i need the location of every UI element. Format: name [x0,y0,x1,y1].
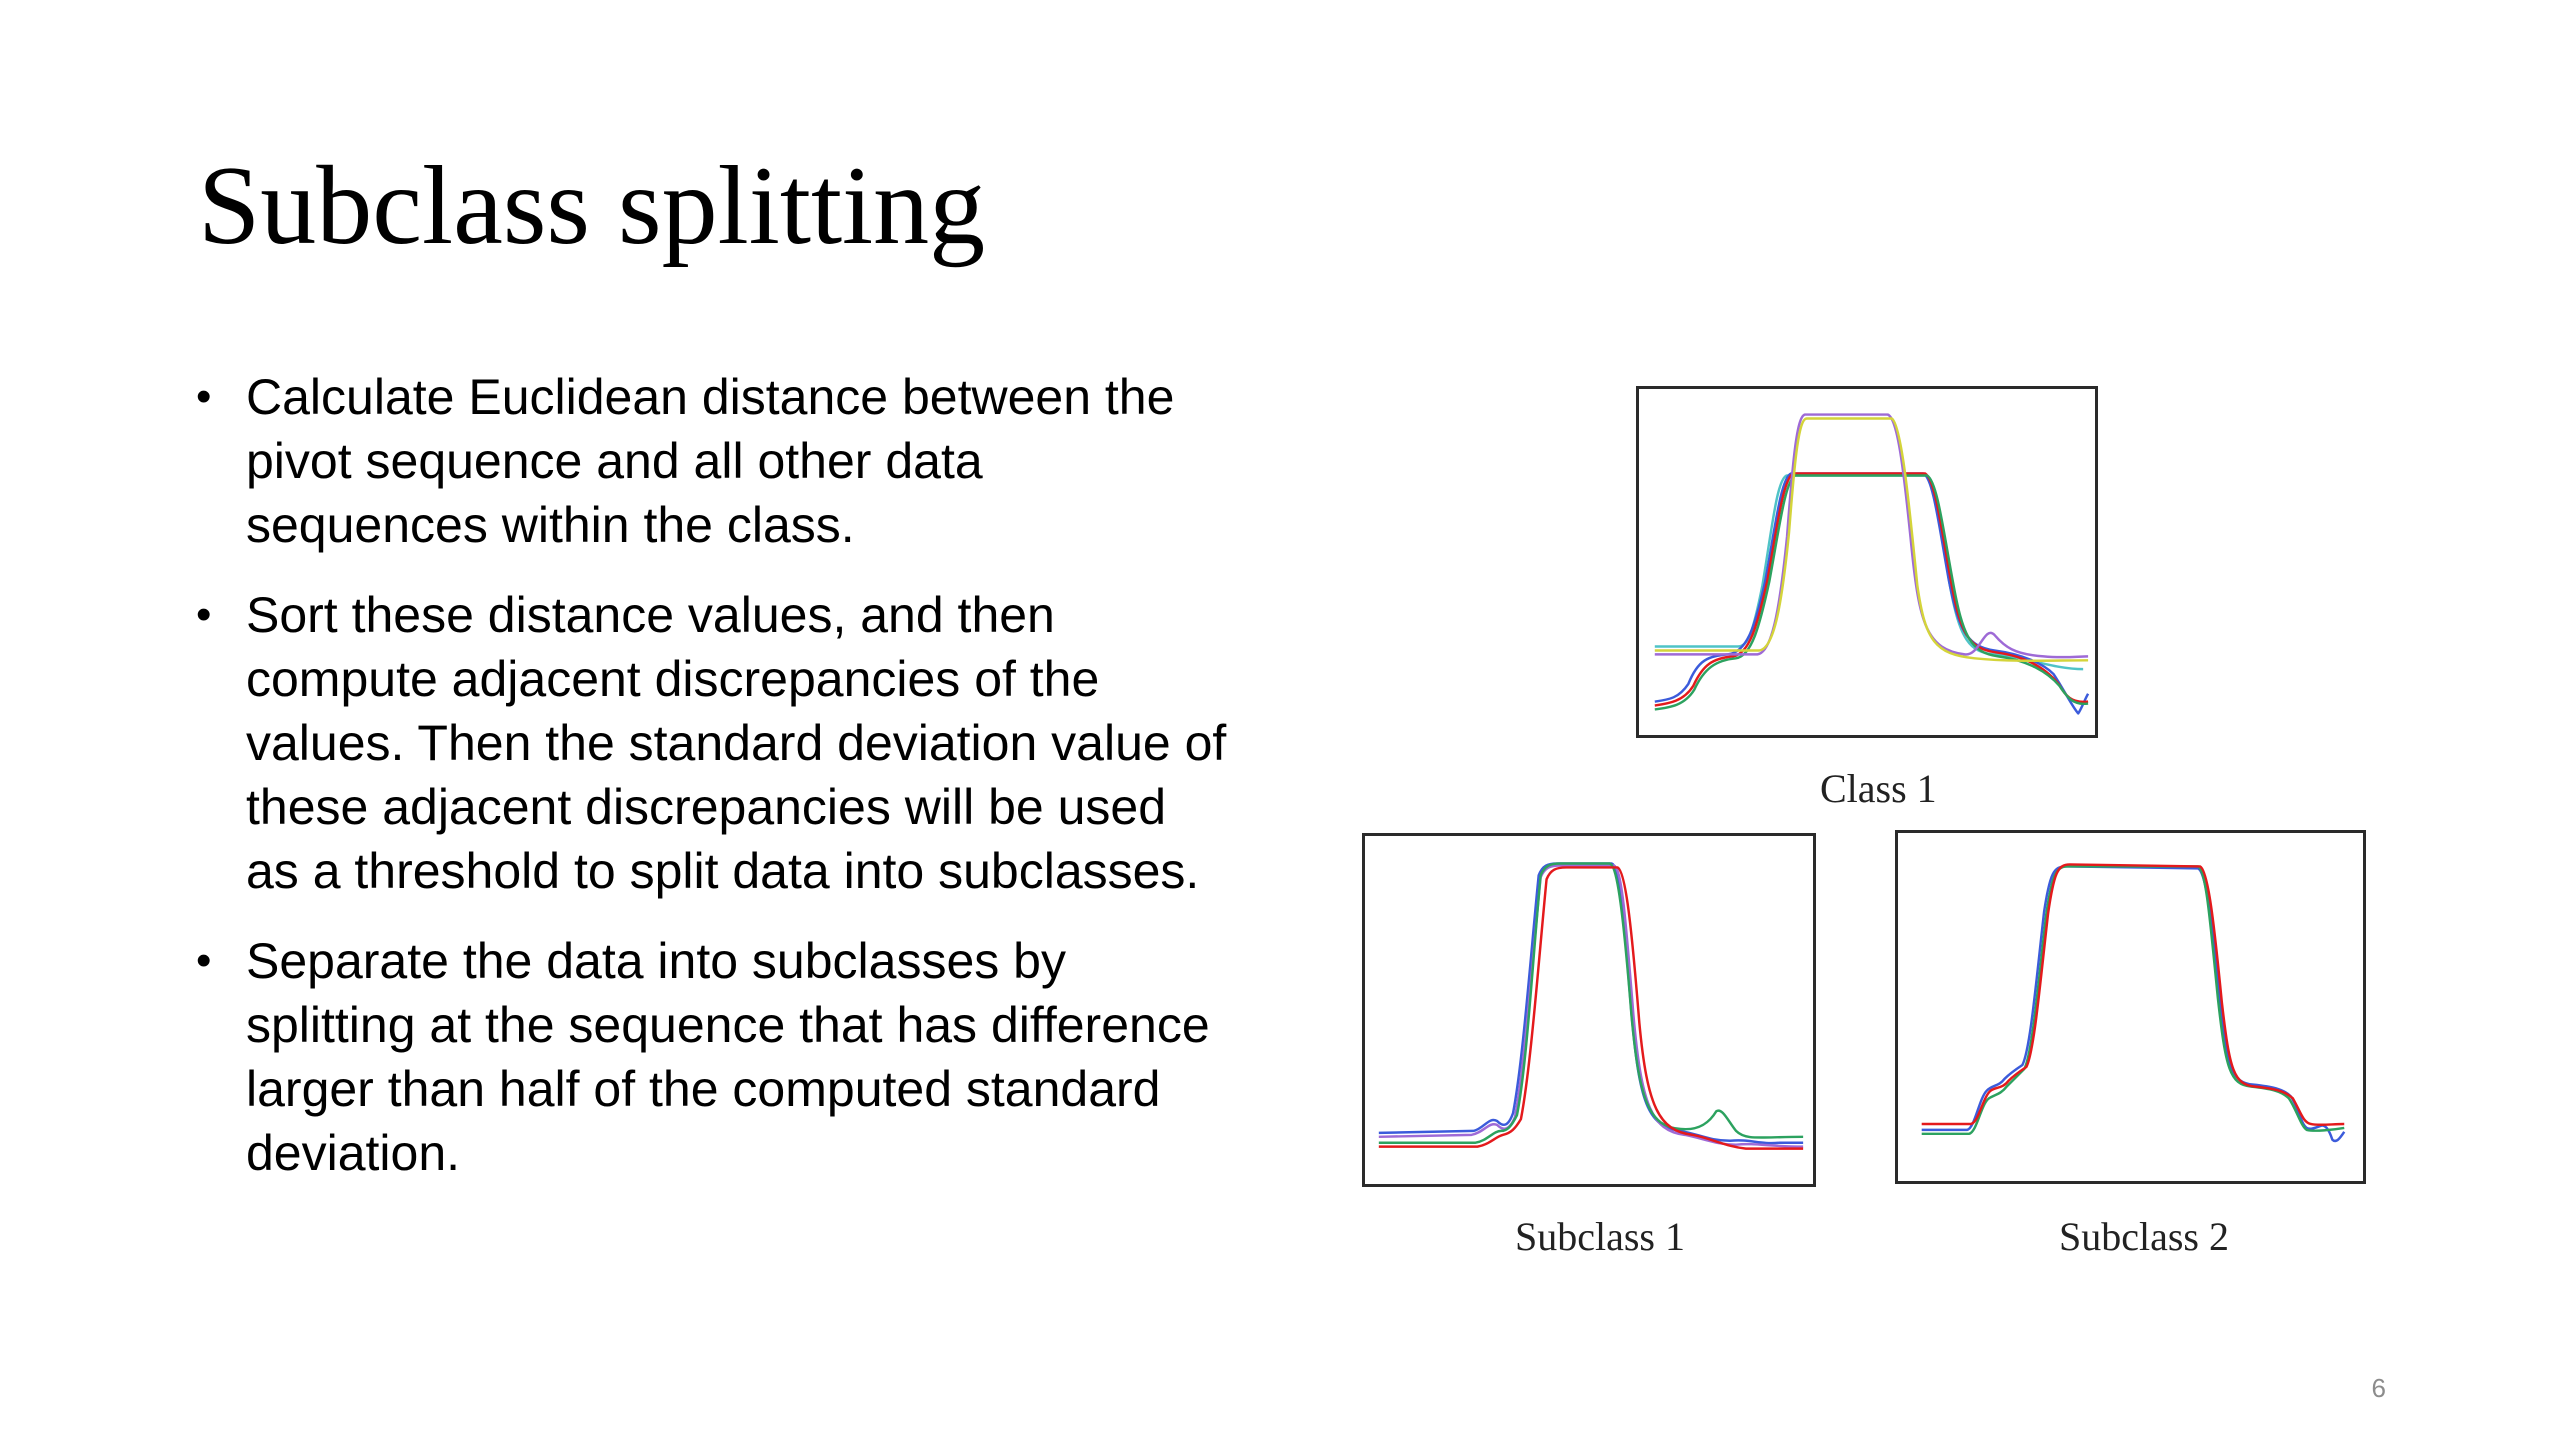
class1-series-line [1654,472,2090,715]
class1-caption: Class 1 [1820,766,1937,811]
bullet-text: Separate the data into subclasses by spl… [246,933,1210,1181]
page-number: 6 [2371,1373,2386,1403]
subclass2-plot [1895,830,2366,1184]
bullet-marker: • [196,590,212,639]
bullet-item: • Separate the data into subclasses by s… [190,929,1230,1185]
bullet-item: • Sort these distance values, and then c… [190,583,1230,903]
class1-series-line [1654,474,2084,671]
bullet-text: Sort these distance values, and then com… [246,587,1227,899]
class1-plot-lines [1654,413,2090,715]
subclass2-series-line [1921,863,2345,1127]
class1-series-line [1654,413,2089,659]
subclass1-plot [1362,833,1816,1187]
bullet-marker: • [196,936,212,985]
subclass1-series-line [1378,862,1804,1144]
class1-series-line [1654,417,2089,663]
bullet-list: • Calculate Euclidean distance between t… [190,365,1230,1211]
subclass1-plot-lines [1378,862,1804,1150]
subclass1-series-line [1378,864,1804,1148]
bullet-text: Calculate Euclidean distance between the… [246,369,1175,553]
class1-series-line [1654,474,2089,711]
subclass2-plot-lines [1921,863,2346,1143]
slide-title: Subclass splitting [198,144,986,268]
subclass1-series-line [1378,866,1804,1150]
subclass1-series-line [1378,862,1804,1145]
subclass2-caption: Subclass 2 [2059,1214,2229,1259]
subclass2-series-line [1921,865,2346,1143]
class1-series-line [1654,472,2089,707]
bullet-marker: • [196,372,212,421]
subclass1-caption: Subclass 1 [1515,1214,1685,1259]
class1-plot [1636,386,2098,738]
bullet-item: • Calculate Euclidean distance between t… [190,365,1230,557]
